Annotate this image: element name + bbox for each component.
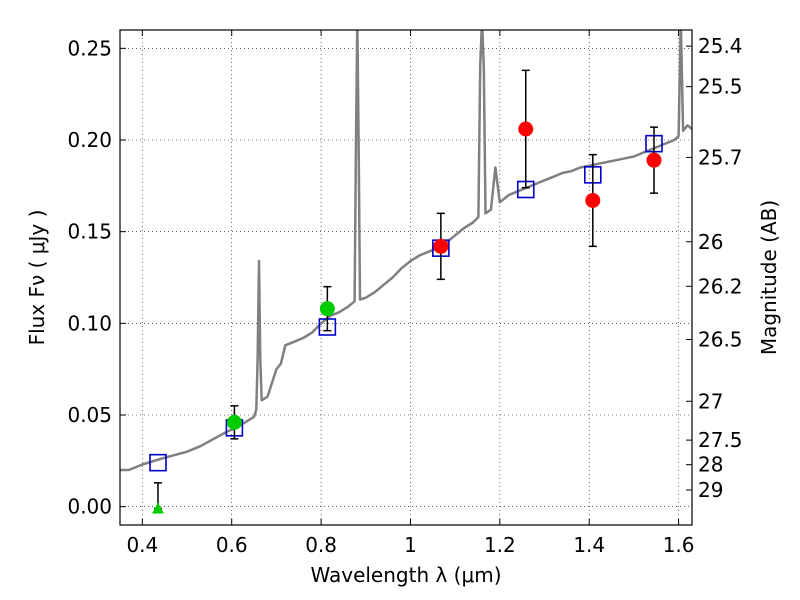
x-tick-label: 0.8	[305, 533, 337, 557]
y-tick-label: 0.00	[67, 495, 112, 519]
right-tick-label: 26.5	[698, 327, 743, 351]
upper-limit-marker	[151, 502, 164, 514]
y-tick-label: 0.05	[67, 403, 112, 427]
optical-data-point	[226, 414, 242, 430]
y-tick-label: 0.25	[67, 36, 112, 60]
right-tick-label: 28	[698, 453, 723, 477]
nir-data-point	[433, 238, 449, 254]
right-axis-title: Magnitude (AB)	[757, 200, 781, 355]
x-tick-label: 1.4	[573, 533, 605, 557]
y-tick-label: 0.15	[67, 220, 112, 244]
ticks: 0.4 0.6 0.8 1 1.2 1.4 1.6 0.00 0.05 0.10 0.15 0.20 0…	[67, 30, 743, 557]
x-tick-label: 0.4	[126, 533, 158, 557]
right-tick-label: 27	[698, 389, 723, 413]
x-tick-label: 1.6	[663, 533, 695, 557]
y-tick-label: 0.20	[67, 128, 112, 152]
right-tick-label: 26.2	[698, 274, 743, 298]
markers	[149, 69, 663, 514]
right-tick-label: 25.4	[698, 34, 743, 58]
right-tick-label: 26	[698, 230, 723, 254]
nir-data-point	[585, 193, 601, 208]
right-tick-label: 25.7	[698, 145, 743, 169]
right-tick-label: 25.5	[698, 75, 743, 99]
nir-data-point	[646, 152, 662, 168]
y-axis-title: Flux Fν ( μJy )	[25, 210, 49, 346]
sed-model-line	[120, 30, 692, 472]
optical-data-point	[319, 301, 335, 317]
y-tick-label: 0.10	[67, 311, 112, 335]
plot-frame	[119, 29, 693, 526]
nir-data-point	[518, 121, 534, 137]
grid	[120, 30, 692, 525]
model-point-square	[149, 453, 167, 472]
x-tick-label: 1	[404, 533, 417, 557]
x-tick-label: 0.6	[216, 533, 248, 557]
plot-area	[120, 30, 692, 472]
x-tick-label: 1.2	[484, 533, 516, 557]
right-tick-label: 29	[698, 478, 723, 502]
right-tick-label: 27.5	[698, 428, 743, 452]
x-axis-title: Wavelength λ (μm)	[310, 563, 501, 587]
